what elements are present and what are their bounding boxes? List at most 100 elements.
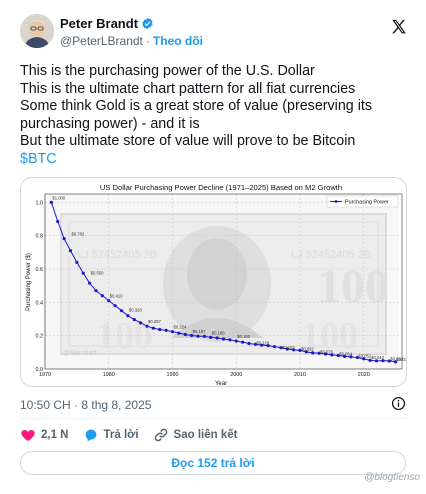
data-label: $0.031 [397,357,407,362]
svg-text:100: 100 [96,315,153,357]
link-icon [154,428,167,442]
cashtag-link[interactable]: $BTC [20,150,57,167]
data-label: $0.328 [129,307,142,312]
data-point [202,334,206,338]
data-point [330,353,334,357]
x-tick-label: 1970 [39,372,51,378]
data-label: $0.052 [358,353,371,358]
data-point [260,343,264,347]
data-point [311,351,315,355]
chart-legend: Purchasing Power [326,195,399,208]
site-watermark: @blogtienso [364,472,420,483]
svg-text:100: 100 [301,315,358,357]
data-point [362,357,366,361]
reply-bubble-icon [85,429,96,442]
data-point [177,331,181,335]
handle[interactable]: @PeterLBrandt [60,34,143,48]
chart-title: US Dollar Purchasing Power Decline (1971… [100,183,342,192]
data-label: $0.224 [174,325,187,330]
verified-badge-icon [142,17,153,30]
reply-button[interactable]: Trả lời [83,427,139,443]
svg-text:100: 100 [317,260,389,313]
y-tick-label: 0.8 [36,234,44,240]
data-point [247,341,251,346]
info-icon[interactable] [391,396,406,411]
legend-label: Purchasing Power [345,200,389,206]
chart-axes: 1970 1980 1990 2000 2010 20200.00.20.40.60.81… [36,193,403,378]
y-tick-label: 0.0 [36,367,44,373]
y-tick-label: 0.4 [36,300,44,306]
data-label: $1.000 [52,195,65,200]
svg-text:LJ 52452405 2B: LJ 52452405 2B [291,249,371,261]
display-name[interactable]: Peter Brandt [60,16,139,31]
data-point [228,338,232,342]
avatar[interactable] [20,14,54,48]
data-point [88,281,92,285]
data-point [145,324,149,328]
data-label: $0.033 [390,357,403,362]
data-point [343,354,347,358]
avatar-image [20,14,54,48]
divider [20,418,406,419]
data-point [349,355,353,359]
y-tick-label: 0.2 [36,334,44,340]
image-watermark: @Barchart [63,350,97,357]
data-point [292,348,296,352]
purchasing-power-chart: 100 100 LJ 52452405 2B LJ 52452405 2B 10… [26,183,407,387]
data-point [317,351,321,355]
data-label: $0.160 [237,334,250,339]
chart-series [49,200,398,364]
heart-icon [21,430,35,441]
chart-data-labels: $1.000 $0.782 $0.550 $0.410 $0.328 $0.257 $0.2… [52,195,407,362]
x-tick-label: 2010 [294,372,306,378]
data-point [221,337,226,341]
like-button[interactable]: 2,1 N [20,427,69,443]
tweet-text: This is the purchasing power of the U.S.… [20,63,412,168]
data-label: $0.064 [339,351,352,356]
data-point [196,334,200,338]
banknote-background: 100 100 LJ 52452405 2B LJ 52452405 2B 10… [43,194,398,369]
data-label: $0.043 [371,355,384,360]
x-logo-icon[interactable] [390,18,408,36]
data-point [279,346,283,350]
data-point [100,294,104,298]
y-tick-label: 1.0 [36,200,44,206]
data-point [298,348,302,352]
tweet-header: Peter Brandt @PeterLBrandt · Theo dõi [20,14,412,54]
data-point [107,299,111,303]
separator-dot: · [145,34,150,48]
data-point [151,326,155,330]
x-tick-label: 2000 [230,372,242,378]
author-names: Peter Brandt @PeterLBrandt · Theo dõi [60,16,203,48]
data-point [113,304,117,308]
data-point [215,336,219,340]
data-label: $0.129 [256,341,269,346]
data-label: $0.092 [301,347,314,352]
data-point [56,219,60,224]
tweet-line: But the ultimate store of value will pro… [20,133,356,149]
data-point [374,359,379,363]
chart-image-card[interactable]: 100 100 LJ 52452405 2B LJ 52452405 2B 10… [20,177,407,387]
data-point [132,317,136,322]
data-point [241,340,245,344]
tweet-line: Some think Gold is a great store of valu… [20,98,373,114]
data-point [336,353,340,358]
data-label: $0.076 [320,349,333,354]
follow-button[interactable]: Theo dõi [152,34,203,48]
data-point [68,249,73,253]
data-point [394,360,398,364]
data-point [126,314,130,318]
x-tick-label: 1980 [103,372,115,378]
data-point [49,200,53,204]
tweet-timestamp[interactable]: 10:50 CH · 8 thg 8, 2025 [20,398,152,412]
data-point [158,327,162,332]
data-point [387,359,391,363]
read-replies-button[interactable]: Đọc 152 trả lời [20,451,406,475]
data-point [355,355,359,360]
data-point [119,309,124,313]
tweet-line: This is the purchasing power of the U.S.… [20,63,315,79]
tweet-line: purchasing power) - and it is [20,115,200,132]
data-point [253,342,257,346]
chart-x-axis-label: Year [215,381,227,387]
copy-link-button[interactable]: Sao liên kết [153,427,237,443]
